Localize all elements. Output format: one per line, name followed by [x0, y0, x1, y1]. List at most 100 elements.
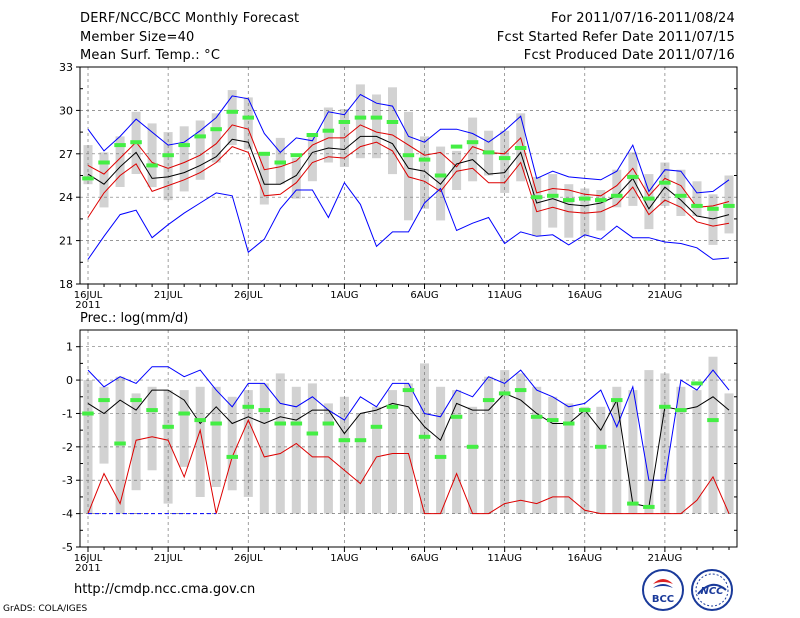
- temperature-panel: 18 21 24 27 30 33 16JUL 21JUL 26JUL 1AUG 6AUG 11AUG…: [59, 61, 738, 311]
- precipitation-median-marker: [498, 391, 511, 396]
- temperature-median-marker: [354, 115, 367, 120]
- temperature-xtick-label: 26JUL: [234, 290, 263, 301]
- precipitation-range-box: [612, 386, 622, 514]
- precipitation-median-marker: [114, 441, 126, 446]
- precipitation-range-box: [339, 396, 349, 514]
- temperature-range-box: [708, 194, 718, 245]
- temperature-median-marker: [450, 144, 463, 149]
- temperature-median-marker: [226, 109, 238, 114]
- precipitation-series-ensemble-mean: [87, 389, 730, 508]
- precipitation-median-marker: [306, 431, 319, 436]
- precipitation-median-marker: [450, 414, 463, 419]
- precipitation-median-marker: [162, 424, 174, 429]
- temperature-median-marker: [691, 203, 703, 208]
- precipitation-range-box: [628, 390, 638, 514]
- temperature-median-marker: [579, 196, 591, 201]
- precipitation-xtick-label: 16AUG: [567, 553, 602, 564]
- precipitation-range-box: [147, 386, 157, 471]
- precipitation-range-box: [596, 406, 606, 514]
- temperature-median-marker: [290, 153, 303, 158]
- precipitation-median-marker: [707, 418, 719, 423]
- precipitation-median-marker: [130, 398, 142, 403]
- precipitation-ytick-label: -4: [62, 508, 73, 521]
- temperature-median-marker: [114, 143, 126, 148]
- precipitation-xtick-label: 21AUG: [648, 553, 683, 564]
- precipitation-series-ensemble-max: [87, 366, 730, 481]
- precipitation-ytick-label: -5: [62, 541, 73, 554]
- temperature-ytick-label: 21: [59, 235, 73, 248]
- temperature-series-upper-bound: [87, 124, 730, 208]
- temperature-xtick-label: 6AUG: [410, 290, 438, 301]
- precipitation-range-box: [724, 393, 734, 514]
- temperature-range-box: [676, 169, 686, 216]
- temperature-median-marker: [466, 140, 479, 145]
- temperature-median-marker: [707, 206, 719, 211]
- forecast-started: Fcst Started Refer Date 2011/07/15: [496, 30, 735, 45]
- precipitation-range-box: [323, 403, 333, 514]
- temperature-median-marker: [659, 180, 671, 185]
- precipitation-median-marker: [611, 398, 623, 403]
- precipitation-median-marker: [386, 404, 399, 409]
- precipitation-median-marker: [290, 421, 303, 426]
- ncc-logo: NCC: [691, 569, 733, 611]
- precipitation-range-box: [291, 386, 301, 514]
- precipitation-median-marker: [322, 421, 335, 426]
- precipitation-ytick-label: 0: [66, 374, 73, 387]
- precipitation-median-marker: [482, 398, 495, 403]
- precipitation-range-box: [211, 386, 221, 487]
- precipitation-range-box: [404, 383, 413, 514]
- temperature-ytick-label: 27: [59, 148, 73, 161]
- precipitation-range-box: [388, 390, 397, 514]
- temperature-median-marker: [675, 193, 687, 198]
- temperature-median-marker: [98, 160, 110, 165]
- precipitation-range-box: [532, 386, 542, 514]
- precipitation-median-marker: [258, 408, 270, 413]
- member-size-label: Member Size=40: [80, 30, 195, 45]
- precipitation-range-box: [692, 390, 702, 514]
- temperature-median-marker: [402, 153, 415, 158]
- temperature-median-marker: [434, 173, 447, 178]
- precipitation-median-marker: [643, 504, 655, 509]
- temperature-median-marker: [514, 146, 527, 150]
- temperature-xtick-label: 1AUG: [330, 290, 358, 301]
- chart-title: DERF/NCC/BCC Monthly Forecast: [80, 11, 300, 26]
- temperature-range-box: [644, 174, 654, 230]
- precipitation-xtick-label: 6AUG: [410, 553, 438, 564]
- temperature-median-marker: [242, 115, 254, 120]
- precipitation-range-box: [500, 370, 510, 514]
- precipitation-median-marker: [370, 424, 383, 429]
- temperature-median-marker: [482, 150, 495, 155]
- temperature-range-box: [291, 158, 301, 199]
- precipitation-series-lower-bound: [87, 418, 730, 515]
- bcc-logo: BCC: [642, 569, 684, 611]
- temperature-range-box: [692, 181, 702, 216]
- source-url[interactable]: http://cmdp.ncc.cma.gov.cn: [74, 582, 256, 597]
- temperature-series-ensemble-min: [87, 181, 730, 260]
- forecast-produced: Fcst Produced Date 2011/07/16: [523, 48, 735, 63]
- precipitation-range-box: [644, 370, 654, 514]
- precipitation-range-box: [484, 376, 494, 514]
- precipitation-median-marker: [242, 404, 254, 409]
- precipitation-range-box: [564, 403, 574, 514]
- temperature-range-box: [420, 136, 429, 209]
- temperature-median-marker: [258, 151, 270, 156]
- precipitation-range-box: [676, 386, 686, 514]
- precipitation-range-box: [307, 383, 317, 514]
- temperature-range-box: [307, 133, 317, 182]
- temperature-median-marker: [146, 163, 158, 168]
- precipitation-range-box: [99, 386, 109, 464]
- precipitation-median-marker: [82, 411, 94, 416]
- precipitation-range-box: [179, 390, 189, 467]
- precipitation-range-box: [436, 386, 446, 514]
- temperature-median-marker: [498, 156, 511, 161]
- precipitation-median-marker: [338, 438, 351, 443]
- temperature-year-label: 2011: [75, 300, 100, 311]
- precipitation-range-box: [227, 396, 237, 491]
- temperature-median-marker: [723, 203, 735, 208]
- precipitation-range-box: [195, 386, 205, 497]
- temperature-range-box: [452, 150, 462, 190]
- temperature-range-box: [388, 87, 397, 175]
- temperature-median-marker: [162, 153, 174, 158]
- precipitation-ytick-label: 1: [66, 341, 73, 354]
